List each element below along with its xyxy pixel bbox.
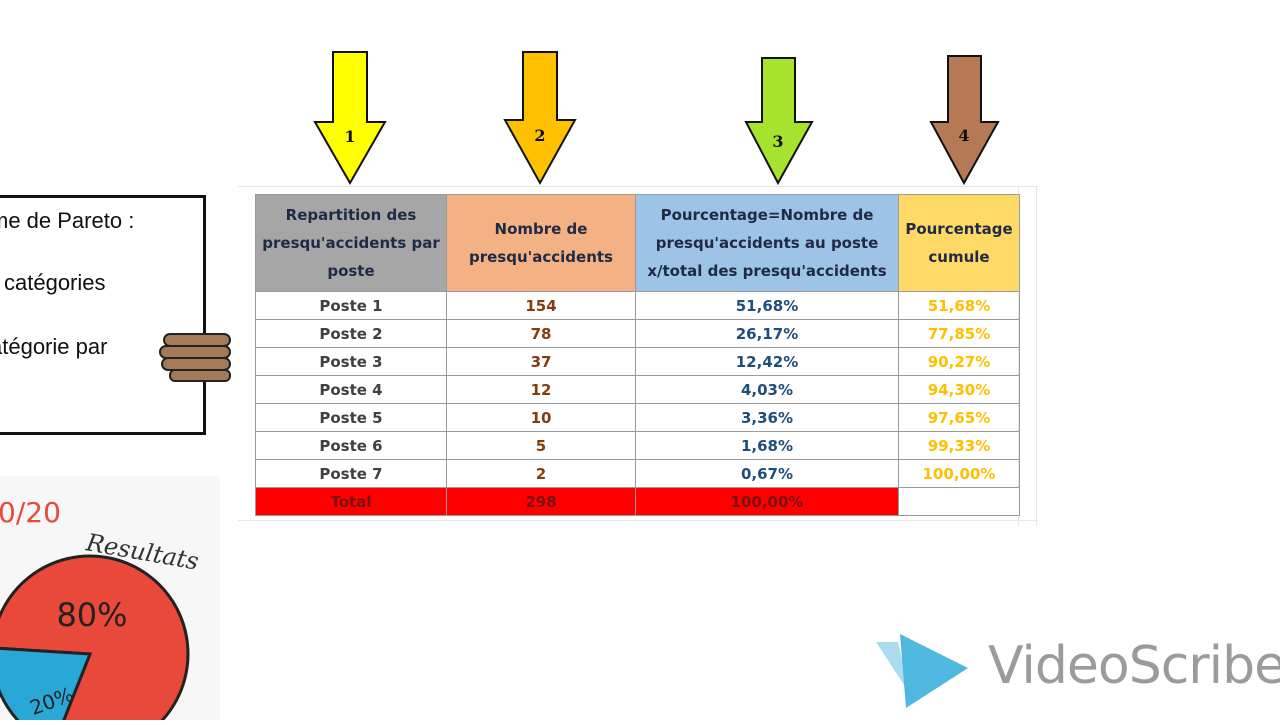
cell-poste: Poste 7 <box>255 459 447 488</box>
table-row: Poste 5 10 3,36% 97,65% <box>255 403 1020 432</box>
header-pourcentage: Pourcentage=Nombre de presqu'accidents a… <box>635 194 899 292</box>
table-row: Poste 7 2 0,67% 100,00% <box>255 459 1020 488</box>
pie-slice-80 <box>0 554 190 725</box>
header-text: Pourcentage=Nombre de <box>660 206 874 224</box>
header-text: Pourcentage <box>905 220 1013 238</box>
cell-total-label: Total <box>255 487 447 516</box>
cell-nombre: 2 <box>446 459 636 488</box>
sign-line-2: catégories <box>4 270 106 295</box>
pie-score: 0/20 <box>0 496 61 529</box>
cell-nombre: 10 <box>446 403 636 432</box>
table-row: Poste 6 5 1,68% 99,33% <box>255 431 1020 460</box>
sign-line-3: atégorie par <box>0 334 108 359</box>
cell-pourcentage: 3,36% <box>635 403 899 432</box>
pareto-table: Repartition des presqu'accidents par pos… <box>255 194 1020 516</box>
table-row: Poste 3 37 12,42% 90,27% <box>255 347 1020 376</box>
cell-nombre: 154 <box>446 291 636 320</box>
cell-poste: Poste 1 <box>255 291 447 320</box>
cell-poste: Poste 4 <box>255 375 447 404</box>
cell-cumule: 77,85% <box>898 319 1020 348</box>
header-text: Repartition des <box>285 206 417 224</box>
cell-poste: Poste 5 <box>255 403 447 432</box>
cell-poste: Poste 3 <box>255 347 447 376</box>
cell-cumule: 99,33% <box>898 431 1020 460</box>
arrow-1-label: 1 <box>344 127 355 146</box>
arrow-3-label: 3 <box>772 132 783 151</box>
videoscribe-watermark: VideoScribe <box>988 636 1280 696</box>
pareto-sign: me de Pareto : catégories atégorie par <box>0 195 206 435</box>
header-cumule: Pourcentage cumule <box>898 194 1020 292</box>
pie-chart: 0/20 Resultats 80% 20% <box>0 496 201 725</box>
pie-panel: 0/20 Resultats 80% 20% <box>0 476 220 725</box>
cell-total-blank <box>898 487 1020 516</box>
cell-poste: Poste 6 <box>255 431 447 460</box>
arrow-1-shape <box>313 51 387 186</box>
header-text: Nombre de <box>494 220 588 238</box>
table-total-row: Total 298 100,00% <box>255 487 1020 516</box>
arrow-2-label: 2 <box>534 126 545 145</box>
cell-pourcentage: 0,67% <box>635 459 899 488</box>
cell-nombre: 78 <box>446 319 636 348</box>
arrow-4: 4 <box>929 55 1000 186</box>
header-text: cumule <box>928 248 990 266</box>
cell-cumule: 100,00% <box>898 459 1020 488</box>
cell-nombre: 5 <box>446 431 636 460</box>
arrow-2: 2 <box>503 51 577 186</box>
cell-poste: Poste 2 <box>255 319 447 348</box>
cell-pourcentage: 12,42% <box>635 347 899 376</box>
arrow-4-shape <box>929 55 1000 186</box>
arrow-2-shape <box>503 51 577 186</box>
cell-total-nombre: 298 <box>446 487 636 516</box>
cell-cumule: 97,65% <box>898 403 1020 432</box>
cell-cumule: 94,30% <box>898 375 1020 404</box>
cell-cumule: 51,68% <box>898 291 1020 320</box>
header-text: poste <box>327 262 375 280</box>
arrows-layer: 1 2 3 4 <box>313 51 1000 186</box>
cell-total-pourcentage: 100,00% <box>635 487 899 516</box>
videoscribe-logo-icon <box>876 634 968 708</box>
cell-pourcentage: 26,17% <box>635 319 899 348</box>
header-nombre: Nombre de presqu'accidents <box>446 194 636 292</box>
arrow-3-shape <box>744 57 814 186</box>
table-row: Poste 1 154 51,68% 51,68% <box>255 291 1020 320</box>
cell-cumule: 90,27% <box>898 347 1020 376</box>
table-header-row: Repartition des presqu'accidents par pos… <box>255 194 1020 292</box>
header-text: presqu'accidents par <box>262 234 440 252</box>
header-text: x/total des presqu'accidents <box>647 262 887 280</box>
header-repartition: Repartition des presqu'accidents par pos… <box>255 194 447 292</box>
cell-pourcentage: 1,68% <box>635 431 899 460</box>
arrow-3: 3 <box>744 57 814 186</box>
table-row: Poste 4 12 4,03% 94,30% <box>255 375 1020 404</box>
table-row: Poste 2 78 26,17% 77,85% <box>255 319 1020 348</box>
cell-pourcentage: 51,68% <box>635 291 899 320</box>
pie-label-80: 80% <box>56 596 127 634</box>
header-text: presqu'accidents <box>469 248 613 266</box>
cell-pourcentage: 4,03% <box>635 375 899 404</box>
hand-icon <box>159 333 231 382</box>
pie-slice-20 <box>0 646 93 725</box>
cell-nombre: 12 <box>446 375 636 404</box>
sign-line-1: me de Pareto : <box>0 208 135 233</box>
arrow-1: 1 <box>313 51 387 186</box>
arrow-4-label: 4 <box>958 126 969 145</box>
header-text: presqu'accidents au poste <box>655 234 879 252</box>
cell-nombre: 37 <box>446 347 636 376</box>
